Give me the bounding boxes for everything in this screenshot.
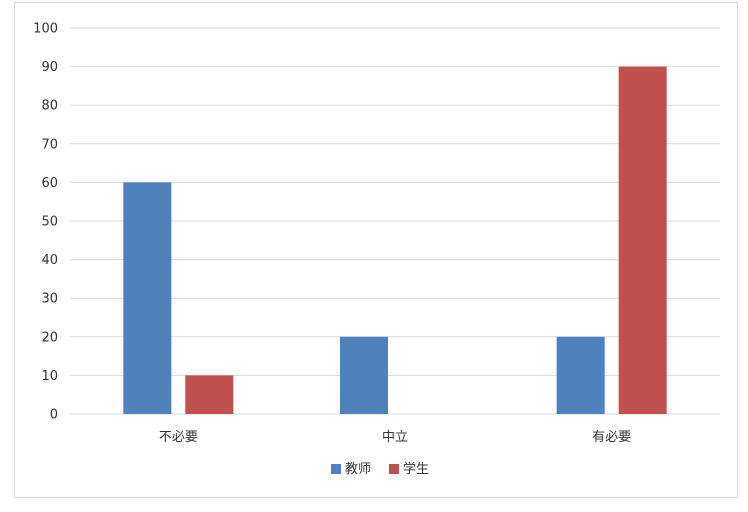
legend-label: 学生 [403, 461, 429, 477]
legend-swatch [331, 464, 341, 474]
y-tick-label: 70 [41, 137, 58, 152]
y-tick-label: 20 [41, 330, 58, 345]
x-axis-category-labels: 不必要 中立 有必要 [159, 430, 631, 445]
bar-teacher-2 [556, 336, 605, 414]
legend-swatch [389, 464, 399, 474]
x-category-label: 不必要 [159, 430, 198, 445]
bars [123, 66, 667, 414]
y-tick-label: 30 [41, 292, 58, 307]
y-tick-label: 50 [41, 215, 58, 230]
y-tick-label: 90 [41, 60, 58, 75]
gridlines [70, 27, 720, 415]
y-tick-label: 100 [33, 22, 58, 37]
bar-student-2 [618, 66, 667, 414]
y-tick-label: 0 [50, 408, 58, 423]
y-tick-label: 40 [41, 253, 58, 268]
legend-label: 教师 [345, 461, 371, 477]
x-category-label: 有必要 [592, 430, 631, 445]
y-tick-label: 80 [41, 99, 58, 114]
bar-student-0 [185, 375, 234, 414]
x-category-label: 中立 [382, 430, 408, 445]
bar-teacher-1 [340, 336, 388, 414]
y-tick-label: 60 [41, 176, 58, 191]
bar-teacher-0 [123, 182, 172, 414]
legend: 教师 学生 [331, 461, 429, 477]
y-axis-tick-labels: 0 10 20 30 40 50 60 70 80 90 100 [33, 22, 58, 423]
y-tick-label: 10 [41, 369, 58, 384]
